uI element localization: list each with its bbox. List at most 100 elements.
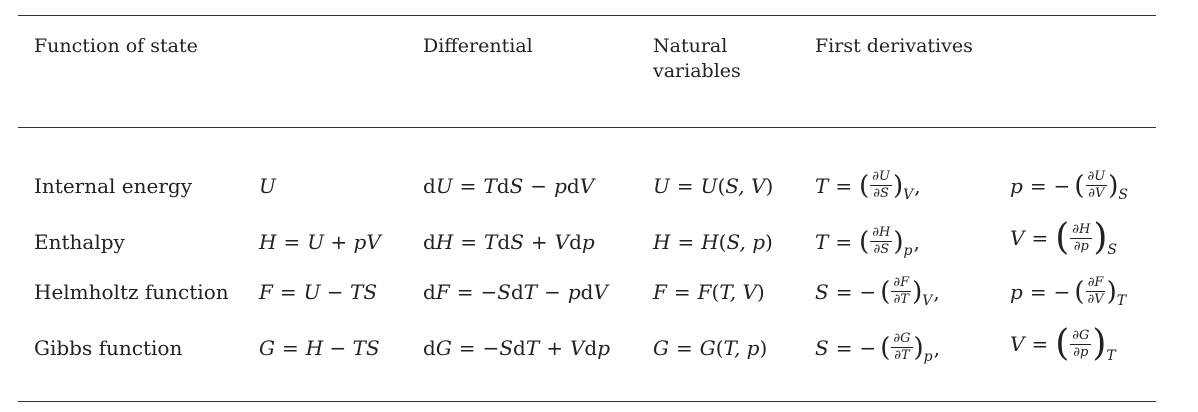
fraction-numerator: ∂G	[1070, 327, 1092, 345]
differential-term2-var: V	[593, 280, 608, 304]
differential-term2-var: p	[581, 230, 595, 254]
fraction-denominator: ∂S	[873, 186, 889, 201]
natural-vars: T, V	[719, 280, 757, 304]
fraction-numerator: ∂G	[891, 331, 913, 348]
fraction-numerator: ∂U	[1085, 169, 1108, 186]
header-natural-variables-line1: Natural	[653, 35, 728, 57]
row-natural-variables: H = H(S, p)	[653, 230, 773, 254]
natural-vars: T, p	[723, 336, 760, 360]
bottom-rule	[18, 401, 1156, 402]
natural-fn: U	[653, 174, 670, 198]
header-natural-variables-line2: variables	[653, 60, 741, 82]
derivative-held-constant: S	[1118, 187, 1128, 203]
differential-term1-var: T	[525, 336, 540, 360]
derivative-lhs: p	[1010, 173, 1023, 198]
row-natural-variables: F = F(T, V)	[653, 280, 765, 304]
natural-fn-repeat: H	[701, 230, 719, 254]
row-first-derivative: T =(∂H ∂S) p,	[815, 225, 920, 260]
fraction-denominator: ∂T	[893, 292, 909, 307]
natural-vars: S, p	[726, 230, 765, 254]
row-natural-variables: G = G(T, p)	[653, 336, 768, 360]
derivative-lhs: V	[1010, 332, 1025, 356]
differential-term2-coef: p	[567, 280, 581, 304]
partial-fraction: ∂H ∂S	[870, 225, 893, 257]
derivative-held-constant: V	[903, 187, 914, 203]
derivative-held-constant: S	[1107, 242, 1117, 258]
row-first-derivative: S = −(∂G ∂T) p,	[815, 331, 940, 366]
differential-term1-coef: −S	[480, 280, 511, 304]
differential-term2-coef: V	[554, 230, 570, 254]
differential-lhs: G	[435, 336, 452, 360]
derivative-lhs: T	[815, 229, 829, 254]
header-function-of-state: Function of state	[34, 35, 198, 57]
differential-term1-coef: −S	[482, 336, 514, 360]
row-second-derivative: V =(∂G ∂p) T	[1010, 326, 1116, 365]
natural-fn: F	[653, 280, 667, 304]
function-definition: U − TS	[303, 280, 378, 304]
row-function: U	[259, 174, 276, 198]
derivative-sign: −	[859, 335, 877, 360]
function-symbol: G	[259, 336, 275, 360]
differential-term1-var: T	[523, 280, 538, 304]
row-name: Internal energy	[34, 174, 192, 198]
differential-term2-coef: p	[554, 174, 567, 198]
derivative-lhs: S	[815, 279, 829, 304]
fraction-numerator: ∂H	[870, 225, 893, 242]
derivative-held-constant: p	[923, 349, 933, 365]
differential-term1-var: S	[509, 174, 524, 198]
natural-vars: S, V	[725, 174, 766, 198]
row-name: Enthalpy	[34, 230, 125, 254]
derivative-sign: −	[1053, 279, 1071, 304]
top-rule	[18, 15, 1156, 16]
function-definition: H − TS	[305, 336, 380, 360]
function-symbol: U	[259, 174, 276, 198]
header-rule	[18, 127, 1156, 128]
fraction-denominator: ∂S	[873, 242, 890, 257]
derivative-sign: −	[1053, 173, 1071, 198]
derivative-held-constant: T	[1116, 293, 1127, 309]
partial-fraction: ∂G ∂p	[1070, 327, 1092, 360]
fraction-numerator: ∂H	[1070, 221, 1093, 239]
partial-fraction: ∂H ∂p	[1070, 221, 1093, 254]
function-definition: U + pV	[307, 230, 381, 254]
fraction-numerator: ∂F	[891, 275, 912, 292]
natural-fn-repeat: G	[699, 336, 716, 360]
fraction-denominator: ∂V	[1088, 186, 1105, 201]
row-natural-variables: U = U(S, V)	[653, 174, 774, 198]
function-symbol: F	[259, 280, 273, 304]
row-second-derivative: p = −(∂F ∂V) T	[1010, 275, 1126, 310]
fraction-numerator: ∂F	[1085, 275, 1106, 292]
row-second-derivative: p = −(∂U ∂V) S	[1010, 169, 1128, 204]
row-first-derivative: T =(∂U ∂S) V,	[815, 170, 921, 204]
derivative-lhs: T	[815, 173, 829, 198]
natural-fn: H	[653, 230, 671, 254]
header-natural-variables: Natural variables	[653, 34, 741, 84]
differential-term1-var: S	[510, 230, 524, 254]
derivative-held-constant: V	[922, 293, 933, 309]
fraction-denominator: ∂T	[894, 348, 910, 363]
row-function: H = U + pV	[259, 230, 381, 254]
differential-lhs: U	[435, 174, 453, 198]
row-first-derivative: S = −(∂F ∂T) V,	[815, 275, 940, 310]
header-differential: Differential	[423, 35, 533, 57]
partial-fraction: ∂F ∂V	[1085, 275, 1106, 307]
derivative-sign: −	[859, 279, 877, 304]
derivative-held-constant: T	[1106, 348, 1116, 364]
derivative-lhs: p	[1010, 279, 1023, 304]
natural-fn-repeat: U	[700, 174, 718, 198]
fraction-denominator: ∂p	[1073, 238, 1089, 254]
partial-fraction: ∂U ∂S	[870, 170, 892, 201]
row-differential: d F = −S d T − p d V	[423, 280, 608, 304]
differential-term2-var: p	[597, 336, 611, 360]
derivative-held-constant: p	[903, 243, 913, 259]
natural-fn-repeat: F	[697, 280, 712, 304]
row-name: Helmholtz function	[34, 280, 229, 304]
partial-fraction: ∂U ∂V	[1085, 169, 1108, 201]
differential-term2-var: V	[579, 174, 595, 198]
differential-lhs: H	[435, 230, 454, 254]
row-second-derivative: V =(∂H ∂p) S	[1010, 220, 1117, 259]
partial-fraction: ∂F ∂T	[891, 275, 912, 307]
